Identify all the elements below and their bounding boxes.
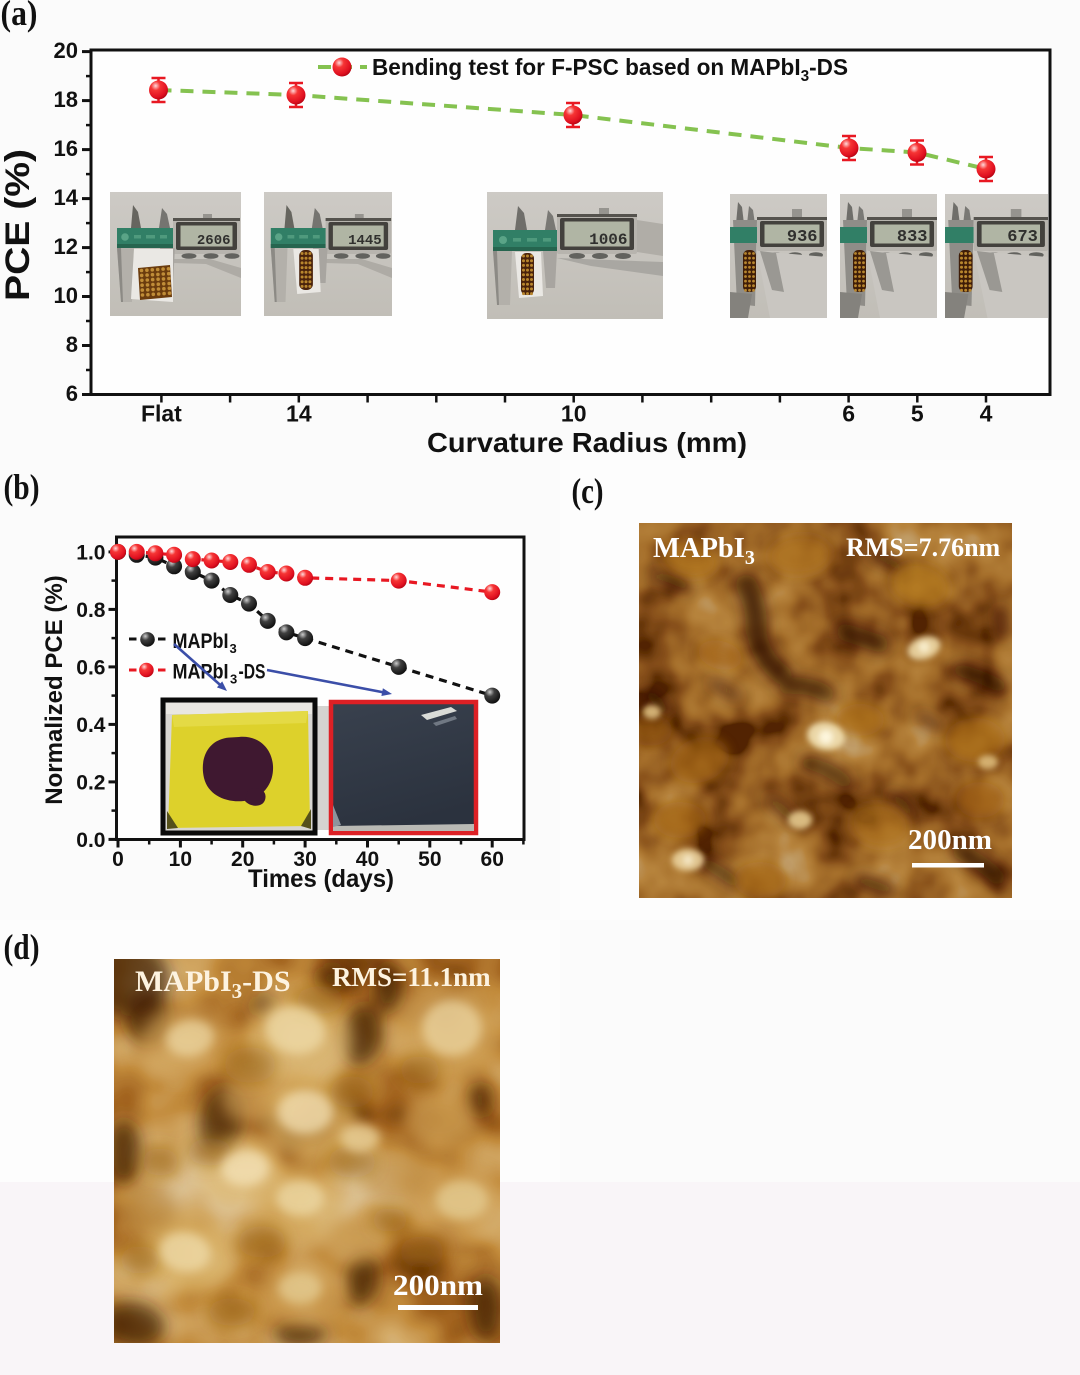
svg-text:Flat: Flat bbox=[141, 401, 182, 427]
svg-text:MAPbI3: MAPbI3 bbox=[653, 533, 755, 569]
svg-text:14: 14 bbox=[286, 401, 312, 427]
svg-text:0.2: 0.2 bbox=[76, 771, 105, 794]
svg-text:RMS=7.76nm: RMS=7.76nm bbox=[846, 533, 1001, 562]
svg-text:(c): (c) bbox=[572, 471, 604, 511]
svg-text:Normalized PCE (%): Normalized PCE (%) bbox=[41, 575, 68, 804]
svg-text:12: 12 bbox=[54, 234, 78, 259]
svg-text:673: 673 bbox=[1007, 228, 1038, 247]
svg-text:6: 6 bbox=[842, 401, 855, 427]
svg-text:(d): (d) bbox=[4, 927, 40, 967]
svg-text:20: 20 bbox=[231, 848, 254, 871]
svg-text:6: 6 bbox=[66, 381, 78, 406]
svg-text:(a): (a) bbox=[1, 0, 38, 33]
svg-text:2606: 2606 bbox=[197, 233, 231, 249]
svg-text:200nm: 200nm bbox=[908, 824, 992, 856]
svg-text:10: 10 bbox=[169, 848, 192, 871]
svg-text:Curvature Radius (mm): Curvature Radius (mm) bbox=[427, 427, 747, 458]
svg-text:200nm: 200nm bbox=[393, 1269, 483, 1302]
svg-text:Times (days): Times (days) bbox=[248, 865, 394, 893]
svg-text:5: 5 bbox=[911, 401, 924, 427]
svg-text:18: 18 bbox=[54, 87, 78, 112]
svg-text:16: 16 bbox=[54, 136, 78, 161]
svg-text:Bending test for F-PSC based o: Bending test for F-PSC based on MAPbI3-D… bbox=[372, 54, 848, 85]
svg-text:50: 50 bbox=[418, 848, 441, 871]
svg-text:MAPbI3-DS: MAPbI3-DS bbox=[135, 965, 291, 1003]
svg-text:0.6: 0.6 bbox=[76, 656, 105, 679]
svg-text:14: 14 bbox=[54, 185, 79, 210]
svg-text:-DS: -DS bbox=[239, 659, 266, 683]
svg-text:3: 3 bbox=[230, 641, 237, 656]
svg-text:30: 30 bbox=[293, 848, 316, 871]
svg-text:1445: 1445 bbox=[348, 233, 382, 249]
svg-text:RMS=11.1nm: RMS=11.1nm bbox=[332, 962, 491, 992]
svg-text:10: 10 bbox=[54, 283, 78, 308]
svg-text:1006: 1006 bbox=[589, 231, 627, 249]
svg-text:0.4: 0.4 bbox=[76, 714, 106, 737]
svg-text:20: 20 bbox=[54, 38, 78, 63]
svg-text:936: 936 bbox=[787, 228, 818, 247]
svg-text:60: 60 bbox=[481, 848, 504, 871]
svg-text:0.8: 0.8 bbox=[76, 599, 106, 622]
svg-text:MAPbI: MAPbI bbox=[173, 629, 229, 653]
svg-text:833: 833 bbox=[897, 228, 928, 247]
svg-text:40: 40 bbox=[356, 848, 379, 871]
svg-text:(b): (b) bbox=[4, 467, 40, 507]
svg-text:0.0: 0.0 bbox=[76, 829, 105, 852]
svg-text:1.0: 1.0 bbox=[76, 541, 105, 564]
svg-text:4: 4 bbox=[980, 401, 993, 427]
svg-text:10: 10 bbox=[561, 401, 587, 427]
svg-text:PCE (%): PCE (%) bbox=[0, 149, 37, 301]
svg-text:3: 3 bbox=[230, 671, 237, 686]
svg-text:0: 0 bbox=[112, 848, 124, 871]
svg-text:MAPbI: MAPbI bbox=[173, 659, 229, 683]
svg-text:8: 8 bbox=[66, 332, 78, 357]
